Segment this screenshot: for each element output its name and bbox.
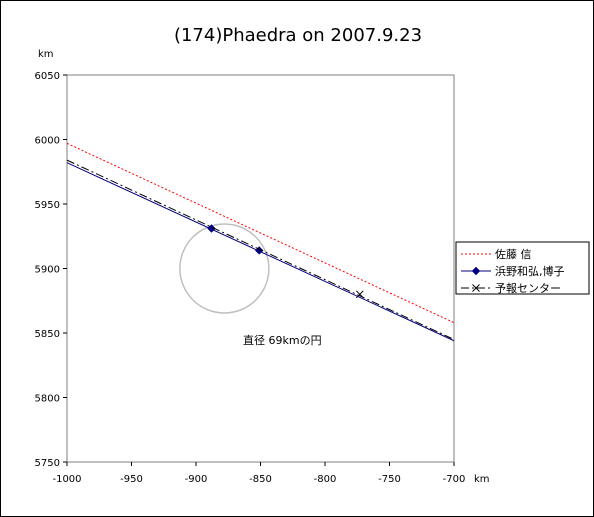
chart-title: (174)Phaedra on 2007.9.23 xyxy=(174,25,422,46)
x-tick-label: -850 xyxy=(249,474,272,485)
legend-label-0: 佐藤 信 xyxy=(495,247,532,261)
legend-label-2: 予報センター xyxy=(495,282,561,295)
y-tick-label: 5850 xyxy=(35,329,60,340)
x-axis-unit: km xyxy=(474,474,490,485)
x-tick-label: -700 xyxy=(443,474,466,485)
y-tick-label: 5900 xyxy=(35,265,60,276)
series-1-point-1 xyxy=(255,246,264,255)
diameter-circle xyxy=(179,223,270,314)
legend-marker-2 xyxy=(472,284,480,292)
y-tick-label: 5800 xyxy=(35,394,60,405)
x-tick-label: -950 xyxy=(120,474,143,485)
y-tick-label: 5750 xyxy=(35,458,60,469)
series-line-2 xyxy=(66,159,455,340)
y-axis-unit: km xyxy=(38,49,54,60)
legend-label-1: 浜野和弘,博子 xyxy=(495,265,565,278)
y-axis: 5750 5800 5850 5900 5950 6000 6050 xyxy=(35,71,67,469)
x-tick-label: -1000 xyxy=(52,474,81,485)
x-tick-label: -900 xyxy=(185,474,208,485)
x-axis: -1000 -950 -900 -850 -800 -750 -700 xyxy=(52,462,465,485)
series-2-point-0 xyxy=(355,290,364,299)
circle-annotation: 直径 69kmの円 xyxy=(243,333,322,347)
y-tick-label: 5950 xyxy=(35,200,60,211)
y-tick-label: 6000 xyxy=(35,136,60,147)
series-1-point-0 xyxy=(207,224,216,233)
x-tick-label: -750 xyxy=(378,474,401,485)
plot-area xyxy=(66,74,455,463)
y-tick-label: 6050 xyxy=(35,71,60,82)
legend-marker-2-stroke xyxy=(472,284,480,292)
legend-marker-1 xyxy=(471,266,481,276)
series-2-point-0-stroke xyxy=(355,290,364,299)
plot-marks xyxy=(66,142,455,342)
series-line-0 xyxy=(66,142,455,324)
x-tick-label: -800 xyxy=(314,474,337,485)
